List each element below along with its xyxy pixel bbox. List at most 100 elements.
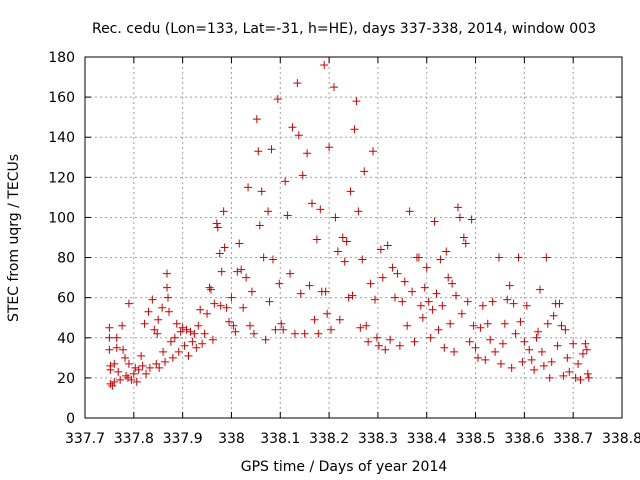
- data-point: [172, 319, 181, 328]
- data-point: [105, 333, 114, 342]
- data-point: [414, 253, 423, 262]
- data-point: [557, 321, 566, 330]
- data-points: [105, 61, 593, 390]
- data-point: [432, 289, 441, 298]
- data-point: [178, 323, 187, 332]
- data-point: [268, 255, 277, 264]
- data-point: [131, 363, 140, 372]
- data-point: [271, 325, 280, 334]
- data-point: [530, 365, 539, 374]
- data-point: [455, 213, 464, 222]
- data-point: [106, 365, 115, 374]
- data-point: [196, 305, 205, 314]
- x-axis-label: GPS time / Days of year 2014: [241, 459, 448, 475]
- data-point: [553, 341, 562, 350]
- data-point: [535, 285, 544, 294]
- data-point: [210, 299, 219, 308]
- data-point: [290, 329, 299, 338]
- data-point: [144, 307, 153, 316]
- data-point: [537, 347, 546, 356]
- data-point: [124, 359, 133, 368]
- data-point: [352, 97, 361, 106]
- data-point: [257, 187, 266, 196]
- data-point: [386, 335, 395, 344]
- data-point: [225, 317, 234, 326]
- data-point: [398, 297, 407, 306]
- data-point: [106, 379, 115, 388]
- data-point: [281, 177, 290, 186]
- data-point: [486, 335, 495, 344]
- x-tick-label: 338.4: [407, 431, 447, 447]
- data-point: [279, 325, 288, 334]
- data-point: [381, 345, 390, 354]
- data-point: [261, 335, 270, 344]
- data-point: [424, 297, 433, 306]
- data-point: [405, 207, 414, 216]
- data-point: [388, 263, 397, 272]
- data-point: [340, 257, 349, 266]
- data-point: [354, 207, 363, 216]
- data-point: [215, 249, 224, 258]
- axes: [84, 56, 623, 419]
- data-point: [400, 277, 409, 286]
- data-point: [436, 255, 445, 264]
- data-point: [163, 283, 172, 292]
- data-point: [561, 325, 570, 334]
- data-point: [450, 347, 459, 356]
- data-point: [134, 365, 143, 374]
- data-point: [298, 171, 307, 180]
- data-point: [174, 347, 183, 356]
- data-point: [452, 291, 461, 300]
- data-point: [239, 303, 248, 312]
- x-tick-label: 338.3: [358, 431, 398, 447]
- data-point: [584, 373, 593, 382]
- data-point: [372, 333, 381, 342]
- data-point: [335, 315, 344, 324]
- data-point: [110, 377, 119, 386]
- data-point: [194, 321, 203, 330]
- data-point: [509, 299, 518, 308]
- data-point: [154, 315, 163, 324]
- data-point: [122, 371, 131, 380]
- data-point: [316, 205, 325, 214]
- data-point: [129, 369, 138, 378]
- data-point: [108, 381, 117, 390]
- data-point: [440, 343, 449, 352]
- data-point: [158, 303, 167, 312]
- data-point: [503, 295, 512, 304]
- data-point: [581, 339, 590, 348]
- data-point: [112, 343, 121, 352]
- data-point: [227, 293, 236, 302]
- data-point: [356, 323, 365, 332]
- data-point: [488, 297, 497, 306]
- data-point: [155, 363, 164, 372]
- data-point: [237, 265, 246, 274]
- data-point: [370, 295, 379, 304]
- data-point: [208, 335, 217, 344]
- y-axis-label: STEC from uqrg / TECUs: [6, 154, 22, 322]
- data-point: [123, 373, 132, 382]
- data-point: [422, 263, 431, 272]
- data-point: [188, 337, 197, 346]
- data-point: [383, 241, 392, 250]
- x-tick-labels: 337.7 337.8 337.9 338 338.1 338.2 338.3 338.4 33…: [65, 431, 640, 447]
- data-point: [163, 269, 172, 278]
- data-point: [206, 285, 215, 294]
- data-point: [333, 247, 342, 256]
- data-point: [300, 329, 309, 338]
- y-tick-label: 160: [48, 90, 75, 106]
- data-point: [583, 369, 592, 378]
- data-point: [478, 301, 487, 310]
- data-point: [192, 343, 201, 352]
- y-tick-label: 0: [66, 411, 75, 427]
- data-point: [444, 273, 453, 282]
- data-point: [428, 305, 437, 314]
- data-point: [121, 353, 130, 362]
- data-point: [252, 115, 261, 124]
- data-point: [184, 351, 193, 360]
- data-point: [344, 293, 353, 302]
- data-point: [366, 279, 375, 288]
- data-point: [325, 143, 334, 152]
- data-point: [220, 243, 229, 252]
- x-tick-label: 338.6: [504, 431, 544, 447]
